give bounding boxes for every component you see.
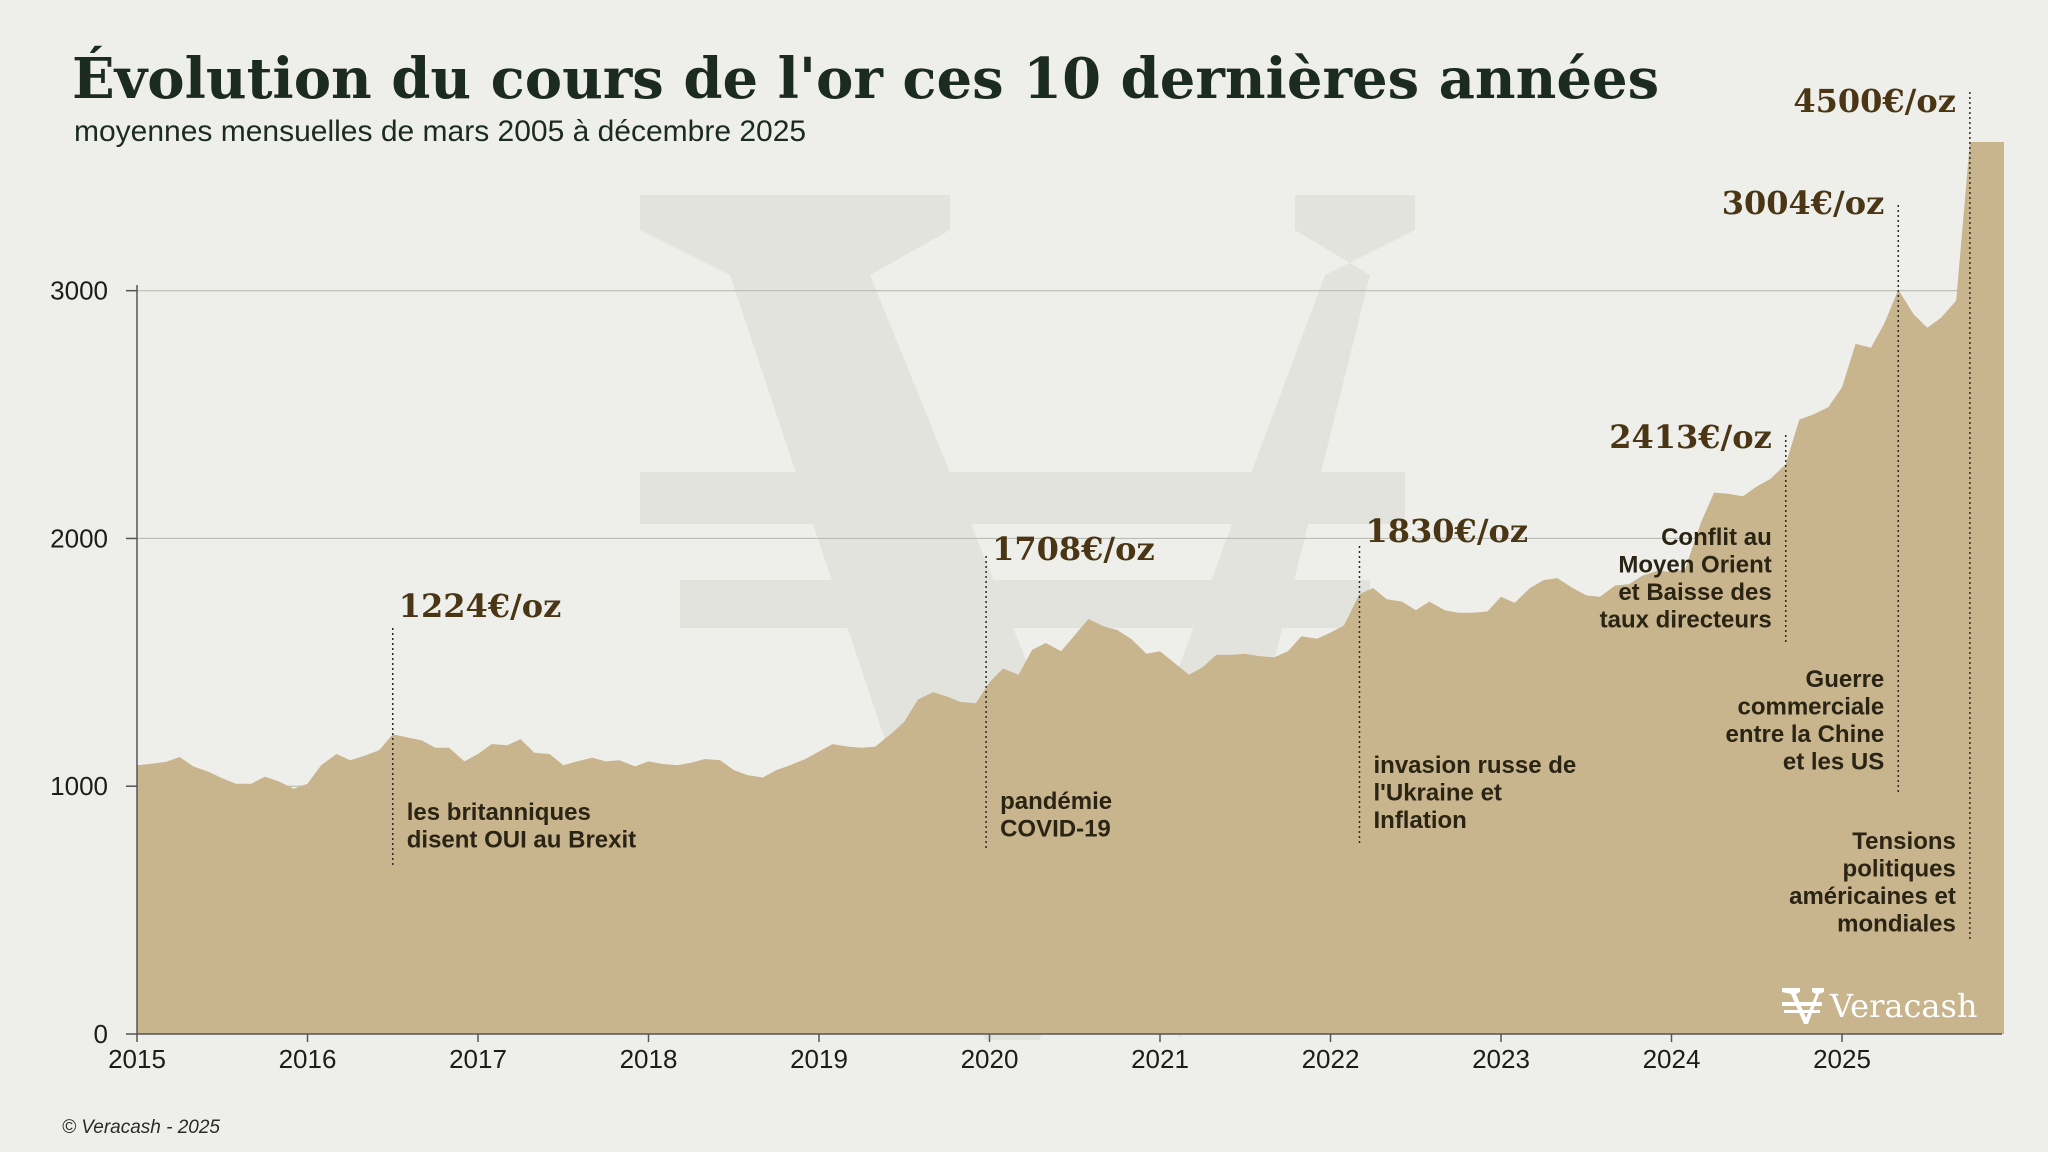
gold-price-area bbox=[137, 142, 2004, 1034]
y-tick-label-2000: 2000 bbox=[50, 523, 108, 553]
chart-title: Évolution du cours de l'or ces 10 derniè… bbox=[72, 45, 1659, 112]
value-label-5: 4500€/oz bbox=[1793, 82, 1956, 120]
value-label-0: 1224€/oz bbox=[399, 587, 562, 625]
event-annotation-line: pandémie bbox=[1000, 788, 1112, 815]
value-label-4: 3004€/oz bbox=[1722, 184, 1885, 222]
y-tick-label-1000: 1000 bbox=[50, 771, 108, 801]
event-annotation-line: Tensions bbox=[1852, 828, 1956, 855]
x-tick-label-2021: 2021 bbox=[1131, 1044, 1189, 1074]
brand-logo: Veracash bbox=[1782, 987, 1978, 1025]
event-annotation-line: Inflation bbox=[1373, 807, 1466, 834]
event-annotation-line: politiques bbox=[1843, 856, 1956, 883]
data-area bbox=[137, 142, 2004, 1034]
x-tick-label-2024: 2024 bbox=[1643, 1044, 1701, 1074]
event-annotation-line: américaines et bbox=[1789, 883, 1956, 910]
y-tick-label-3000: 3000 bbox=[50, 276, 108, 306]
annotations: 1224€/oz 1708€/oz 1830€/oz 2413€/oz 3004€/oz… bbox=[392, 82, 1971, 942]
event-annotation-4: Guerre commerciale entre la Chine et les US bbox=[1726, 666, 1885, 776]
axes: 0 1000 2000 3000 2015 2016 2017 2018 2019 2020 202… bbox=[50, 276, 2002, 1074]
copyright: © Veracash - 2025 bbox=[62, 1117, 220, 1138]
chart-subtitle: moyennes mensuelles de mars 2005 à décem… bbox=[74, 115, 806, 148]
event-annotation-line: Conflit au bbox=[1661, 524, 1772, 551]
x-tick-label-2020: 2020 bbox=[961, 1044, 1019, 1074]
x-tick-label-2018: 2018 bbox=[620, 1044, 678, 1074]
event-annotation-line: et Baisse des bbox=[1618, 579, 1771, 606]
event-annotation-1: pandémie COVID-19 bbox=[1000, 788, 1112, 843]
event-annotation-line: entre la Chine bbox=[1726, 721, 1885, 748]
veracash-v-logo-icon bbox=[1782, 988, 1824, 1024]
value-label-3: 2413€/oz bbox=[1609, 418, 1772, 456]
event-annotation-line: disent OUI au Brexit bbox=[407, 827, 636, 854]
event-annotation-line: invasion russe de bbox=[1373, 752, 1576, 779]
x-tick-label-2025: 2025 bbox=[1813, 1044, 1871, 1074]
x-tick-label-2015: 2015 bbox=[108, 1044, 166, 1074]
x-tick-label-2017: 2017 bbox=[449, 1044, 507, 1074]
x-tick-label-2022: 2022 bbox=[1302, 1044, 1360, 1074]
x-tick-label-2023: 2023 bbox=[1472, 1044, 1530, 1074]
event-annotation-line: Moyen Orient bbox=[1618, 552, 1771, 579]
event-annotation-line: COVID-19 bbox=[1000, 816, 1111, 843]
event-annotation-line: Guerre bbox=[1806, 666, 1885, 693]
value-label-1: 1708€/oz bbox=[992, 530, 1155, 568]
x-tick-label-2016: 2016 bbox=[279, 1044, 337, 1074]
event-annotation-5: Tensions politiques américaines et mondiale… bbox=[1789, 828, 1956, 938]
event-annotation-2: invasion russe de l'Ukraine et Inflation bbox=[1373, 752, 1576, 834]
value-label-2: 1830€/oz bbox=[1365, 512, 1528, 550]
event-annotation-line: commerciale bbox=[1737, 694, 1884, 721]
y-tick-label-0: 0 bbox=[94, 1019, 108, 1049]
event-annotation-line: taux directeurs bbox=[1600, 607, 1772, 634]
event-annotation-line: et les US bbox=[1783, 749, 1884, 776]
event-annotation-line: l'Ukraine et bbox=[1373, 780, 1501, 807]
x-tick-label-2019: 2019 bbox=[790, 1044, 848, 1074]
brand-name: Veracash bbox=[1829, 987, 1978, 1025]
event-annotation-line: mondiales bbox=[1837, 911, 1956, 938]
event-annotation-0: les britanniques disent OUI au Brexit bbox=[407, 799, 636, 854]
event-annotation-line: les britanniques bbox=[407, 799, 591, 826]
event-annotation-3: Conflit au Moyen Orient et Baisse des taux … bbox=[1600, 524, 1772, 634]
